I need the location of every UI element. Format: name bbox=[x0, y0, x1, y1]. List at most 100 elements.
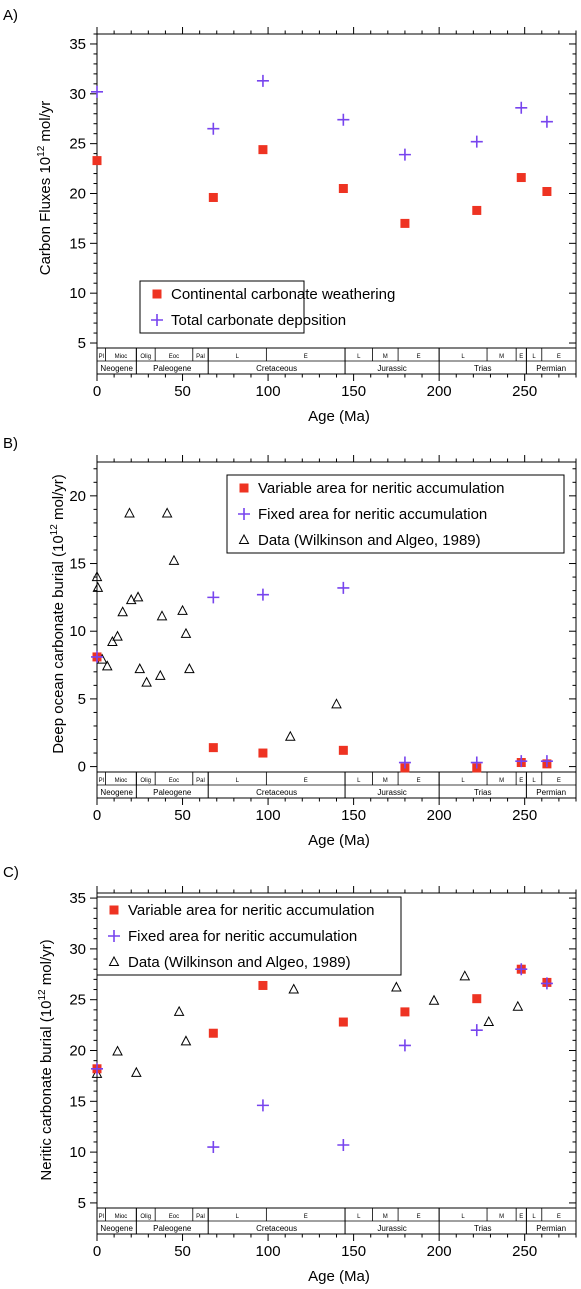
epoch-label: E bbox=[519, 1214, 523, 1220]
epoch-label: Pl bbox=[99, 354, 104, 360]
data-point bbox=[208, 743, 218, 753]
epoch-label: L bbox=[236, 1214, 240, 1220]
epoch-label: L bbox=[236, 354, 240, 360]
data-point bbox=[91, 650, 103, 663]
data-point bbox=[288, 983, 300, 994]
x-tick-label: 150 bbox=[341, 1243, 366, 1260]
y-tick-label: 30 bbox=[69, 86, 86, 103]
epoch-label: L bbox=[357, 1214, 361, 1220]
epoch-label: E bbox=[304, 778, 308, 784]
y-tick-label: 35 bbox=[69, 890, 86, 907]
x-axis-label: Age (Ma) bbox=[308, 832, 370, 849]
data-point bbox=[470, 756, 483, 769]
panel-a: A) 5 10 15 20 25 30 35 0 50 100 150 200 250 Pl Mioc Oli… bbox=[3, 7, 577, 425]
data-point bbox=[92, 156, 102, 166]
data-point bbox=[208, 1028, 218, 1038]
period-label: Neogene bbox=[100, 788, 133, 797]
x-axis-label: Age (Ma) bbox=[308, 408, 370, 425]
epoch-label: Mioc bbox=[115, 354, 128, 360]
legend-marker bbox=[152, 289, 162, 299]
data-point bbox=[398, 1039, 411, 1052]
legend-marker bbox=[238, 533, 250, 544]
data-point bbox=[184, 663, 195, 674]
data-point bbox=[338, 184, 348, 194]
legend-entry: Total carbonate deposition bbox=[171, 312, 346, 329]
series-triangle bbox=[91, 961, 524, 1078]
y-tick-label: 10 bbox=[69, 623, 86, 640]
epoch-label: E bbox=[417, 1214, 421, 1220]
series-square bbox=[92, 964, 552, 1074]
y-tick-label: 10 bbox=[69, 285, 86, 302]
data-point bbox=[391, 981, 402, 992]
data-point bbox=[117, 606, 128, 617]
epoch-label: M bbox=[383, 778, 388, 784]
panel-label: B) bbox=[3, 435, 18, 452]
epoch-label: Pl bbox=[99, 1214, 104, 1220]
epoch-label: Mioc bbox=[115, 778, 128, 784]
x-tick-label: 200 bbox=[427, 383, 452, 400]
panel-c: C) 5 10 15 20 25 30 35 0 50 100 150 200 250 Pl Mioc Oli… bbox=[3, 864, 577, 1285]
data-point bbox=[258, 980, 268, 990]
legend-marker bbox=[109, 905, 119, 915]
data-point bbox=[132, 591, 144, 602]
x-tick-label: 250 bbox=[512, 807, 537, 824]
legend-entry: Variable area for neritic accumulation bbox=[128, 902, 375, 919]
data-point bbox=[180, 1035, 192, 1046]
epoch-label: M bbox=[383, 1214, 388, 1220]
period-label: Permian bbox=[536, 364, 566, 373]
epoch-label: E bbox=[519, 778, 523, 784]
legend-box bbox=[96, 896, 402, 976]
y-tick-label: 5 bbox=[78, 335, 86, 352]
legend-entry: Fixed area for neritic accumulation bbox=[128, 928, 357, 945]
period-label: Jurassic bbox=[377, 364, 406, 373]
data-point bbox=[483, 1015, 495, 1027]
x-tick-label: 250 bbox=[512, 1243, 537, 1260]
period-label: Trias bbox=[474, 1224, 491, 1233]
legend-entry: Variable area for neritic accumulation bbox=[258, 480, 505, 497]
data-point bbox=[207, 122, 220, 135]
data-point bbox=[208, 192, 218, 202]
y-axis-label: Neritic carbonate burial (1012 mol/yr) bbox=[37, 939, 55, 1180]
data-point bbox=[470, 1024, 483, 1037]
data-point bbox=[180, 627, 192, 638]
legend-marker bbox=[108, 930, 120, 942]
data-point bbox=[207, 591, 220, 604]
y-tick-label: 0 bbox=[78, 759, 86, 776]
epoch-label: Pl bbox=[99, 778, 104, 784]
legend: Variable area for neritic accumulation Fi… bbox=[96, 896, 402, 976]
epoch-label: Mioc bbox=[115, 1214, 128, 1220]
y-tick-label: 15 bbox=[69, 235, 86, 252]
epoch-label: Olig bbox=[140, 354, 151, 360]
y-tick-label: 30 bbox=[69, 941, 86, 958]
data-point bbox=[124, 507, 135, 518]
period-label: Permian bbox=[536, 788, 566, 797]
y-tick-label: 20 bbox=[69, 185, 86, 202]
data-point bbox=[107, 635, 118, 647]
y-tick-label: 25 bbox=[69, 992, 86, 1009]
y-tick-label: 5 bbox=[78, 691, 86, 708]
epoch-label: E bbox=[417, 778, 421, 784]
data-point bbox=[512, 1000, 524, 1011]
x-tick-label: 200 bbox=[427, 807, 452, 824]
data-point bbox=[428, 994, 440, 1005]
period-label: Paleogene bbox=[153, 1224, 192, 1233]
legend-entry: Continental carbonate weathering bbox=[171, 286, 395, 303]
x-tick-label: 150 bbox=[341, 807, 366, 824]
x-tick-label: 100 bbox=[256, 1243, 281, 1260]
epoch-label: E bbox=[519, 354, 523, 360]
epoch-label: M bbox=[499, 1214, 504, 1220]
data-point bbox=[400, 1007, 410, 1017]
data-point bbox=[540, 115, 553, 128]
data-point bbox=[338, 745, 348, 755]
data-point bbox=[112, 1045, 123, 1056]
epoch-label: L bbox=[532, 1214, 536, 1220]
epoch-label: E bbox=[557, 1214, 561, 1220]
data-point bbox=[540, 977, 553, 990]
data-point bbox=[542, 186, 552, 196]
legend: Continental carbonate weathering Total ca… bbox=[139, 280, 395, 334]
data-point bbox=[168, 554, 180, 565]
legend-box bbox=[139, 280, 305, 334]
epoch-label: Olig bbox=[140, 778, 151, 784]
epoch-label: Pal bbox=[196, 1214, 205, 1220]
x-tick-label: 0 bbox=[93, 383, 101, 400]
